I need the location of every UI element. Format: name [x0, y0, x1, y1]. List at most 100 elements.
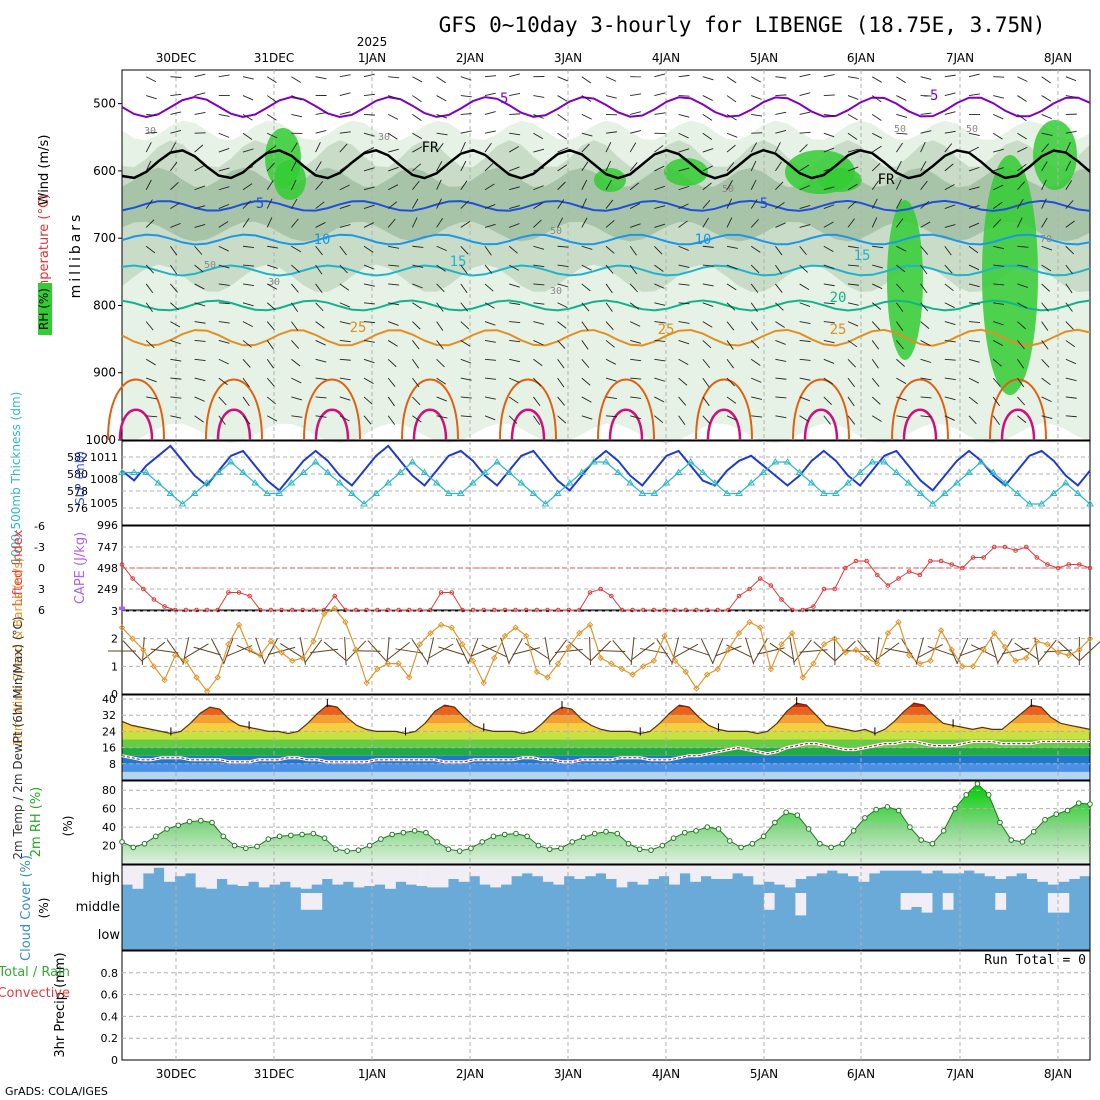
- pressure-frame: [121, 440, 1091, 526]
- wind-barb: [1017, 415, 1027, 423]
- wind-barb: [1017, 245, 1029, 248]
- wind-barb: [581, 143, 590, 153]
- wind-barb: [1017, 114, 1027, 122]
- cloud-cell: [479, 865, 491, 885]
- wind-barb: [775, 94, 787, 97]
- wind-barb: [242, 166, 254, 172]
- wind-barb: [775, 222, 786, 228]
- cloud-cell: [1047, 865, 1059, 885]
- wind-barb: [339, 415, 350, 422]
- wind-barb: [793, 639, 812, 663]
- wind-barb: [1017, 283, 1028, 288]
- wind-barb: [630, 637, 635, 665]
- wind-speed-point: [469, 657, 477, 665]
- wind-barb: [1041, 415, 1053, 420]
- isotherm-line: [121, 299, 1091, 312]
- wind-speed-point: [746, 618, 753, 626]
- stability-panel: -6 -3 0 3 6 747 498 249: [34, 520, 1093, 617]
- wind-barb: [968, 73, 980, 78]
- wind-barb: [557, 181, 566, 191]
- cloud-panel: high middle low (%): [37, 864, 1091, 951]
- wind-barb: [267, 132, 278, 139]
- rh-point: [749, 840, 756, 847]
- wind-barb: [145, 245, 156, 254]
- wind-barb: [944, 264, 953, 274]
- wind-barb: [968, 166, 980, 172]
- wind-barb: [339, 204, 351, 210]
- wind-barb: [702, 396, 710, 407]
- wind-speed-point: [182, 657, 190, 665]
- wind-speed-point: [374, 665, 381, 673]
- wind-barb: [508, 146, 519, 153]
- wind-barb: [533, 321, 545, 325]
- wind-speed-point: [842, 649, 849, 656]
- wind-barb: [968, 358, 980, 363]
- rh-point: [648, 847, 654, 853]
- wind-barb: [242, 396, 250, 407]
- li-point: [853, 558, 859, 564]
- thickness-point: [614, 468, 622, 475]
- upper-y-tick-label: 900: [93, 366, 116, 380]
- wind-barb: [968, 132, 980, 136]
- wind-barb: [533, 219, 542, 228]
- wind-barb: [339, 74, 351, 78]
- wind-barb: [944, 163, 954, 172]
- li-point: [896, 576, 901, 581]
- rh-point: [119, 839, 125, 845]
- wind-barb: [920, 283, 928, 294]
- wind-barb: [509, 73, 520, 78]
- wind-barb: [193, 646, 221, 656]
- rh-point: [794, 812, 801, 818]
- wind-barb: [678, 377, 688, 386]
- wind-barb: [654, 205, 666, 210]
- wind-barb: [339, 321, 351, 325]
- pressure-panel: 582 580 578 576 1011 1008 1005 996: [67, 440, 1094, 532]
- thickness-point: [1061, 479, 1070, 486]
- wind-barb: [968, 204, 980, 210]
- rh-point: [1064, 807, 1071, 814]
- wind-speed-point: [640, 663, 647, 670]
- bottom-day-label: 6JAN: [847, 1067, 875, 1081]
- thickness-point: [323, 468, 332, 475]
- year-label: 2025: [357, 35, 388, 49]
- wind-barb: [242, 321, 253, 328]
- wind-barb: [997, 638, 1013, 664]
- wind-barb: [194, 223, 206, 228]
- li-point: [768, 583, 774, 588]
- isotherm-label: -5: [492, 91, 509, 107]
- upper-ylabel: millibars: [68, 212, 84, 299]
- wind-barb: [581, 132, 593, 137]
- wind-speed-point: [331, 605, 338, 612]
- wind-barb: [799, 205, 811, 210]
- precip-frame: [121, 950, 1091, 1061]
- wind-barb: [1065, 283, 1073, 294]
- wind-barb: [1041, 321, 1049, 331]
- wind-barb: [291, 340, 300, 349]
- wind-barb: [509, 113, 521, 115]
- cloud-cell: [1005, 865, 1017, 877]
- wind-barb: [242, 302, 254, 307]
- wind-barb: [944, 377, 956, 380]
- wind-barb: [170, 111, 182, 115]
- rh-humid-blob: [594, 168, 626, 192]
- wind-ylabel: 10m Wind Speed & Barbs (m/s): [11, 558, 25, 747]
- cloud-cell: [900, 865, 912, 871]
- wind-barb: [847, 377, 856, 388]
- wind-barb: [146, 415, 158, 418]
- cloud-cell: [995, 865, 1007, 879]
- wind-speed-point: [980, 646, 987, 653]
- bottom-day-label: 2JAN: [456, 1067, 484, 1081]
- wind-barb: [533, 377, 542, 387]
- wind-barb: [834, 640, 856, 662]
- wind-barb: [589, 636, 592, 666]
- wind-barb: [291, 302, 299, 313]
- wind-barb: [711, 637, 724, 665]
- isotherm-35-loop: [314, 408, 350, 441]
- wind-barb: [654, 283, 665, 289]
- thickness-point: [1049, 489, 1058, 496]
- li-point: [162, 604, 167, 609]
- wind-barb: [1065, 340, 1076, 348]
- wind-barb: [484, 183, 495, 191]
- wind-barb: [992, 358, 1002, 367]
- wind-barb: [291, 396, 303, 401]
